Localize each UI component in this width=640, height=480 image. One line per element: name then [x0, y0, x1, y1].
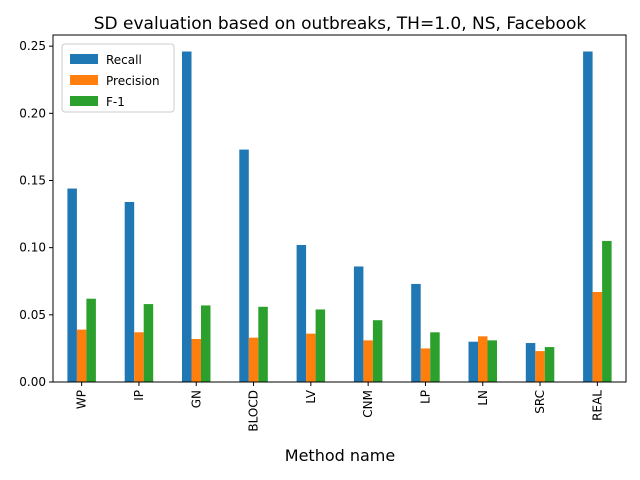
bar-precision-lv [306, 333, 316, 382]
x-tick-label-blocd: BLOCD [247, 390, 261, 432]
y-tick-label: 0.15 [19, 173, 46, 187]
x-tick-label-lv: LV [304, 389, 318, 403]
y-tick-label: 0.25 [19, 39, 46, 53]
bar-f-1-lv [315, 309, 326, 382]
bar-precision-wp [76, 329, 87, 382]
bar-f-1-gn [201, 305, 211, 382]
legend: Recall Precision F-1 [61, 43, 175, 113]
bars-group [67, 51, 612, 383]
bar-precision-gn [191, 339, 201, 382]
bar-recall-ip [124, 201, 135, 382]
x-axis: WP IP GN BLOCD LV CNM LP LN SRC REAL [75, 382, 604, 432]
bar-recall-cnm [353, 266, 364, 382]
bar-f-1-wp [86, 298, 96, 382]
y-tick-label: 0.00 [19, 375, 46, 389]
chart-title: SD evaluation based on outbreaks, TH=1.0… [94, 14, 587, 34]
bar-recall-real [583, 51, 593, 383]
bar-f-1-blocd [258, 306, 268, 382]
bar-precision-ln [478, 336, 488, 382]
legend-swatch-precision [70, 75, 98, 85]
bar-recall-gn [182, 51, 192, 383]
x-tick-label-gn: GN [189, 390, 203, 408]
bar-recall-lp [411, 283, 421, 382]
bar-recall-blocd [239, 149, 249, 382]
bar-recall-wp [67, 188, 77, 382]
legend-label-recall: Recall [106, 53, 142, 67]
legend-label-precision: Precision [106, 74, 160, 88]
bar-precision-ip [134, 332, 144, 382]
bar-recall-ln [468, 341, 478, 382]
bar-f-1-cnm [372, 320, 383, 382]
bar-recall-src [525, 343, 536, 382]
bar-f-1-lp [430, 332, 440, 382]
bar-f-1-real [602, 240, 612, 382]
bar-recall-lv [296, 244, 307, 382]
x-tick-label-ln: LN [476, 390, 490, 406]
x-tick-label-wp: WP [75, 390, 89, 409]
legend-label-f-1: F-1 [106, 95, 125, 109]
bar-precision-real [592, 291, 603, 382]
x-tick-label-src: SRC [533, 390, 547, 414]
plot-frame [52, 34, 627, 383]
bar-precision-cnm [363, 340, 373, 382]
y-tick-label: 0.20 [19, 106, 46, 120]
bar-f-1-ln [487, 340, 497, 382]
y-axis: 0.00 0.05 0.10 0.15 0.20 0.25 [19, 39, 53, 389]
y-tick-label: 0.10 [19, 241, 46, 255]
bar-f-1-ip [143, 304, 154, 382]
x-tick-label-lp: LP [418, 390, 432, 404]
bar-precision-blocd [248, 337, 259, 382]
legend-swatch-recall [70, 54, 98, 64]
bar-precision-src [535, 351, 545, 382]
x-tick-label-cnm: CNM [361, 390, 375, 418]
x-tick-label-ip: IP [132, 390, 146, 401]
x-axis-label: Method name [285, 446, 395, 465]
x-tick-label-real: REAL [590, 390, 604, 421]
legend-swatch-f-1 [70, 96, 98, 106]
y-tick-label: 0.05 [19, 308, 46, 322]
bar-precision-lp [420, 348, 431, 382]
bar-f-1-src [544, 347, 555, 382]
